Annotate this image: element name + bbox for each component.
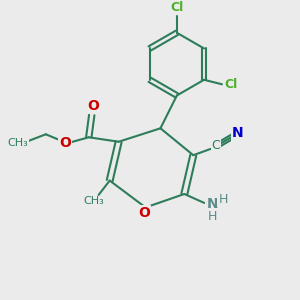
Text: O: O <box>59 136 71 150</box>
Text: H: H <box>207 210 217 223</box>
Text: CH₃: CH₃ <box>83 196 104 206</box>
Text: Cl: Cl <box>170 2 184 14</box>
Text: Cl: Cl <box>225 78 238 91</box>
Text: N: N <box>206 196 218 211</box>
Text: CH₃: CH₃ <box>7 138 28 148</box>
Text: N: N <box>232 126 244 140</box>
Text: C: C <box>212 139 220 152</box>
Text: O: O <box>138 206 150 220</box>
Text: O: O <box>87 99 99 113</box>
Text: H: H <box>218 194 228 206</box>
